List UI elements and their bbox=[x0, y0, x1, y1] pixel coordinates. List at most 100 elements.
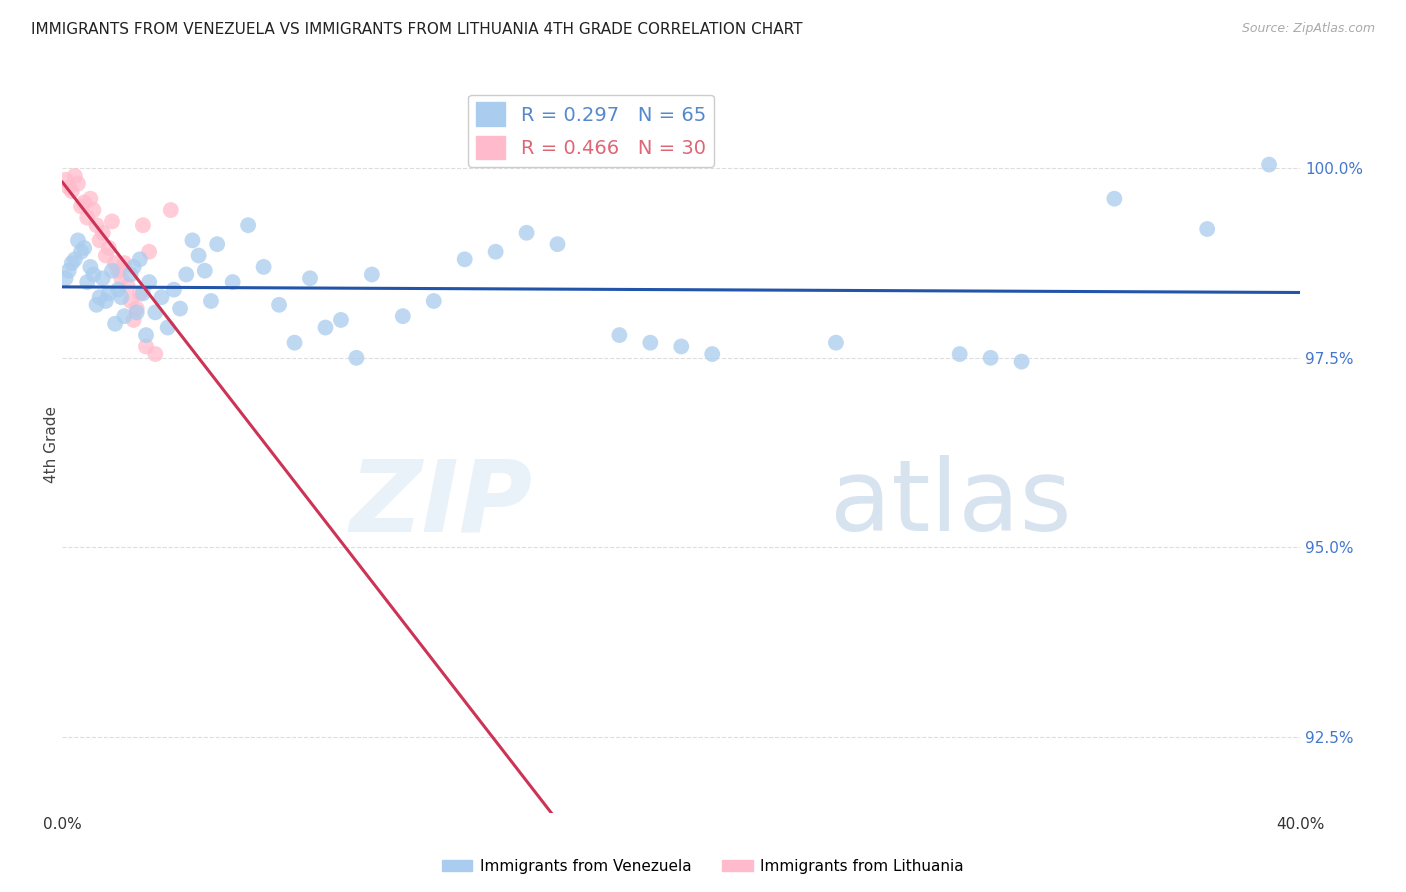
Point bbox=[66, 233, 89, 247]
Point bbox=[236, 218, 259, 232]
Point bbox=[110, 290, 132, 304]
Point bbox=[135, 328, 157, 343]
Point bbox=[120, 268, 142, 282]
Point bbox=[283, 335, 305, 350]
Point bbox=[1197, 222, 1219, 236]
Point bbox=[128, 252, 150, 267]
Point bbox=[516, 226, 538, 240]
Legend: Immigrants from Venezuela, Immigrants from Lithuania: Immigrants from Venezuela, Immigrants fr… bbox=[436, 853, 970, 880]
Point bbox=[89, 233, 111, 247]
Point bbox=[980, 351, 1002, 365]
Point bbox=[150, 290, 173, 304]
Point bbox=[344, 351, 367, 365]
Point bbox=[104, 256, 127, 270]
Point bbox=[671, 339, 693, 353]
Point bbox=[55, 271, 77, 285]
Point bbox=[163, 283, 186, 297]
Point bbox=[547, 237, 569, 252]
Point bbox=[1258, 158, 1281, 172]
Point bbox=[73, 241, 96, 255]
Point bbox=[70, 244, 93, 259]
Y-axis label: 4th Grade: 4th Grade bbox=[44, 407, 59, 483]
Point bbox=[66, 177, 89, 191]
Point bbox=[1104, 192, 1126, 206]
Point bbox=[360, 268, 382, 282]
Point bbox=[70, 199, 93, 213]
Point bbox=[91, 271, 114, 285]
Point bbox=[82, 202, 104, 217]
Point bbox=[485, 244, 508, 259]
Point bbox=[132, 286, 155, 301]
Point bbox=[101, 214, 124, 228]
Point bbox=[110, 271, 132, 285]
Point bbox=[97, 286, 120, 301]
Point bbox=[128, 286, 150, 301]
Point bbox=[143, 305, 166, 319]
Point bbox=[122, 260, 145, 274]
Point bbox=[135, 339, 157, 353]
Point bbox=[79, 260, 101, 274]
Point bbox=[423, 293, 446, 308]
Point bbox=[298, 271, 321, 285]
Point bbox=[159, 202, 181, 217]
Point bbox=[1011, 354, 1033, 368]
Point bbox=[82, 268, 104, 282]
Text: IMMIGRANTS FROM VENEZUELA VS IMMIGRANTS FROM LITHUANIA 4TH GRADE CORRELATION CHA: IMMIGRANTS FROM VENEZUELA VS IMMIGRANTS … bbox=[31, 22, 803, 37]
Point bbox=[94, 248, 117, 262]
Point bbox=[187, 248, 209, 262]
Point bbox=[76, 275, 98, 289]
Point bbox=[125, 301, 148, 316]
Point bbox=[107, 283, 129, 297]
Text: atlas: atlas bbox=[830, 455, 1071, 552]
Point bbox=[181, 233, 204, 247]
Point bbox=[143, 347, 166, 361]
Point bbox=[454, 252, 477, 267]
Point bbox=[55, 173, 77, 187]
Point bbox=[156, 320, 179, 334]
Point bbox=[60, 184, 83, 198]
Point bbox=[76, 211, 98, 225]
Point bbox=[138, 244, 160, 259]
Point bbox=[107, 263, 129, 277]
Point bbox=[63, 252, 86, 267]
Point bbox=[89, 290, 111, 304]
Point bbox=[94, 293, 117, 308]
Point bbox=[58, 180, 80, 194]
Point bbox=[221, 275, 243, 289]
Point bbox=[205, 237, 228, 252]
Point bbox=[125, 305, 148, 319]
Point bbox=[112, 309, 135, 323]
Point bbox=[117, 278, 139, 293]
Point bbox=[112, 256, 135, 270]
Point bbox=[314, 320, 336, 334]
Point bbox=[949, 347, 972, 361]
Point bbox=[702, 347, 724, 361]
Point bbox=[63, 169, 86, 183]
Point bbox=[200, 293, 222, 308]
Point bbox=[120, 293, 142, 308]
Point bbox=[391, 309, 413, 323]
Point bbox=[194, 263, 217, 277]
Point bbox=[86, 218, 108, 232]
Point bbox=[174, 268, 197, 282]
Point bbox=[138, 275, 160, 289]
Point bbox=[91, 226, 114, 240]
Point bbox=[60, 256, 83, 270]
Point bbox=[609, 328, 631, 343]
Point bbox=[267, 298, 290, 312]
Point bbox=[101, 263, 124, 277]
Point bbox=[73, 195, 96, 210]
Point bbox=[58, 263, 80, 277]
Point bbox=[122, 313, 145, 327]
Point bbox=[169, 301, 191, 316]
Point bbox=[825, 335, 848, 350]
Point bbox=[86, 298, 108, 312]
Point bbox=[132, 218, 155, 232]
Point bbox=[329, 313, 352, 327]
Text: Source: ZipAtlas.com: Source: ZipAtlas.com bbox=[1241, 22, 1375, 36]
Text: ZIP: ZIP bbox=[350, 455, 533, 552]
Point bbox=[252, 260, 274, 274]
Legend: R = 0.297   N = 65, R = 0.466   N = 30: R = 0.297 N = 65, R = 0.466 N = 30 bbox=[468, 95, 714, 167]
Point bbox=[97, 241, 120, 255]
Point bbox=[640, 335, 662, 350]
